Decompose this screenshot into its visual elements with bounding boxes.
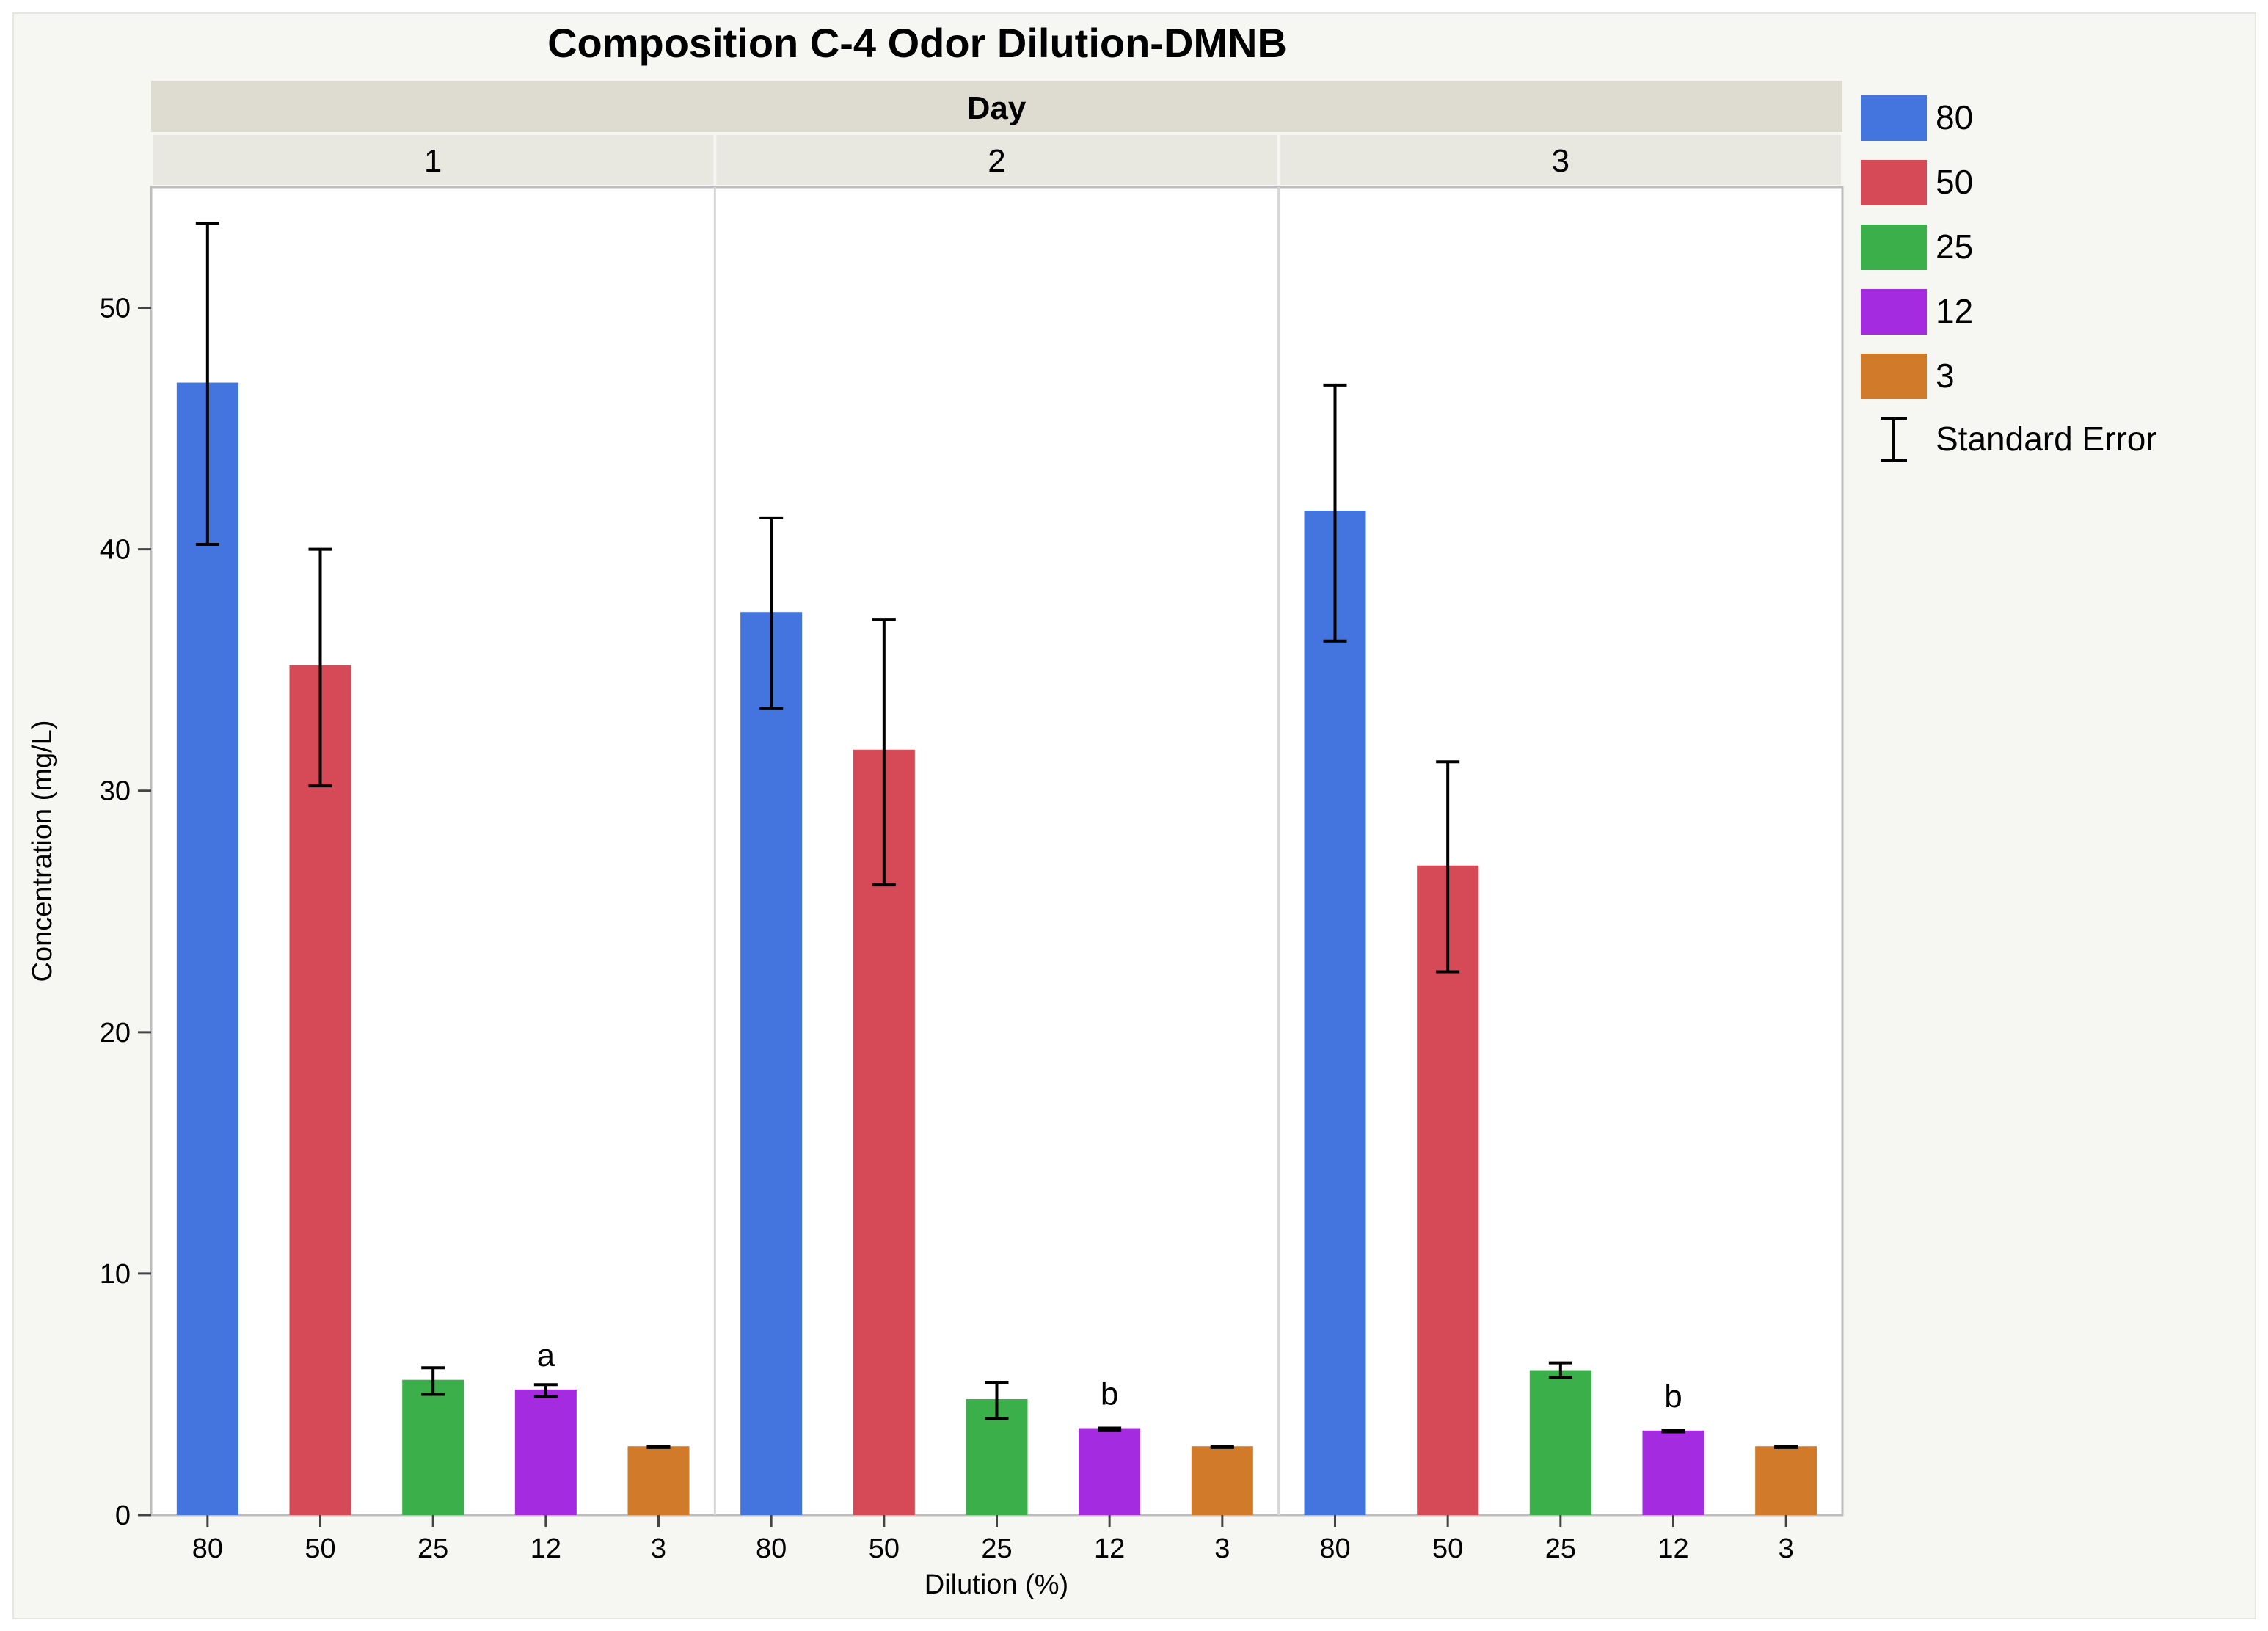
legend-error-bar-label: Standard Error	[1936, 420, 2157, 458]
bar	[176, 382, 238, 1515]
legend-label: 80	[1936, 98, 1973, 136]
annotation-label: b	[1664, 1379, 1682, 1415]
x-tick-label: 80	[756, 1533, 787, 1564]
y-tick-label: 50	[100, 293, 131, 324]
y-tick-label: 0	[115, 1500, 131, 1531]
y-axis: 0 10 20 30 40 50	[100, 293, 151, 1531]
panel-strip	[153, 135, 714, 185]
panel-strip-label: 2	[988, 143, 1005, 179]
x-tick-label: 3	[1214, 1533, 1230, 1564]
legend: 80 50 25 12 3 Standard Error	[1861, 95, 2157, 462]
bar	[289, 665, 351, 1515]
y-tick-label: 40	[100, 535, 131, 566]
x-tick-label: 80	[1319, 1533, 1350, 1564]
panel-strip	[716, 135, 1277, 185]
x-tick-label: 25	[1545, 1533, 1576, 1564]
panel-strip-label: 1	[424, 143, 442, 179]
bar	[1529, 1370, 1591, 1515]
annotation-label: b	[1101, 1376, 1118, 1412]
x-tick-label: 50	[869, 1533, 900, 1564]
annotations: a b b	[537, 1338, 1682, 1415]
legend-label: 3	[1936, 357, 1955, 395]
bar	[1755, 1446, 1817, 1515]
x-tick-label: 50	[1432, 1533, 1463, 1564]
x-tick-label: 50	[305, 1533, 335, 1564]
x-tick-label: 25	[981, 1533, 1012, 1564]
bars	[176, 382, 1817, 1516]
bar	[514, 1389, 577, 1515]
bar	[1417, 865, 1479, 1515]
x-axis: 80 50 25 12 3 80 50 25 12 3 80 50 25 12 3	[192, 1515, 1794, 1564]
legend-swatch	[1861, 354, 1927, 399]
y-tick-label: 20	[100, 1018, 131, 1048]
panel-strip	[1280, 135, 1841, 185]
x-tick-label: 3	[651, 1533, 666, 1564]
x-tick-label: 3	[1779, 1533, 1794, 1564]
y-axis-label: Concentration (mg/L)	[27, 720, 58, 982]
bar	[1642, 1430, 1704, 1515]
x-tick-label: 12	[1658, 1533, 1688, 1564]
x-axis-label: Dilution (%)	[925, 1569, 1068, 1600]
legend-swatch	[1861, 95, 1927, 141]
bar	[740, 612, 803, 1516]
bar	[1304, 510, 1366, 1515]
legend-swatch	[1861, 289, 1927, 335]
facet-header	[151, 81, 1842, 132]
panel-dividers	[713, 187, 1280, 1515]
chart-title: Composition C-4 Odor Dilution-DMNB	[547, 20, 1287, 66]
bar	[627, 1446, 690, 1515]
panel-strips: 1 2 3	[153, 135, 1841, 185]
y-tick-label: 30	[100, 776, 131, 807]
y-tick-label: 10	[100, 1259, 131, 1290]
bar	[1191, 1446, 1253, 1515]
bar	[402, 1379, 464, 1515]
legend-swatch	[1861, 160, 1927, 205]
legend-label: 50	[1936, 163, 1973, 201]
x-tick-label: 12	[1094, 1533, 1125, 1564]
bar	[1079, 1428, 1141, 1515]
panel-strip-label: 3	[1552, 143, 1569, 179]
plot-area	[150, 186, 1844, 1517]
error-bars	[195, 222, 1798, 1449]
x-tick-label: 25	[417, 1533, 448, 1564]
annotation-label: a	[537, 1338, 555, 1373]
legend-label: 12	[1936, 292, 1973, 330]
x-tick-label: 12	[530, 1533, 561, 1564]
legend-label: 25	[1936, 227, 1973, 266]
x-tick-label: 80	[192, 1533, 223, 1564]
facet-header-label: Day	[967, 90, 1027, 126]
legend-swatch	[1861, 225, 1927, 270]
